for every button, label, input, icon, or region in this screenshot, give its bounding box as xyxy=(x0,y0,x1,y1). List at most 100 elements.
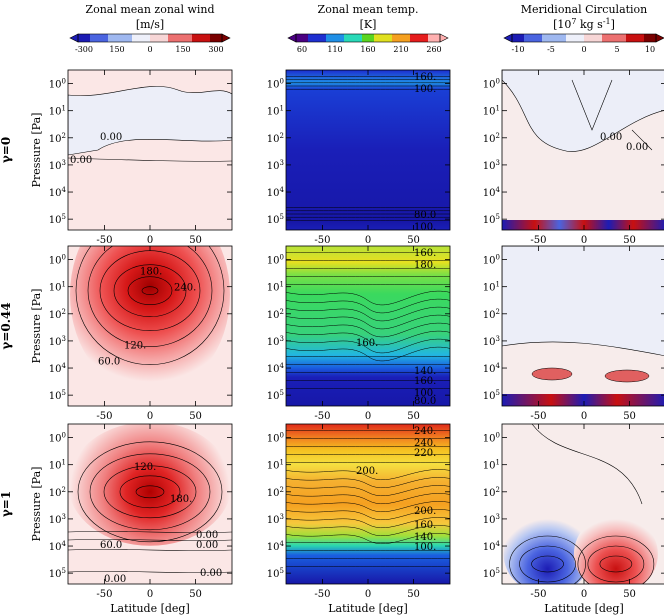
panel-plot-area: 160.180.160.140.160.100.80.0 xyxy=(286,246,450,407)
x-tick-label: -50 xyxy=(314,589,330,600)
colorbar-cell xyxy=(554,34,561,42)
y-tick-label: 101 xyxy=(483,281,500,294)
title-wind: Zonal mean zonal wind xyxy=(85,3,214,16)
contour-line xyxy=(286,525,450,537)
y-tick-label: 105 xyxy=(267,213,284,226)
colorbar-cell xyxy=(126,34,133,42)
x-tick-label: -50 xyxy=(314,235,330,246)
y-tick-label: 105 xyxy=(49,213,66,226)
x-tick-label: 0 xyxy=(147,589,153,600)
y-tick-label: 102 xyxy=(483,132,500,145)
contour-line xyxy=(113,264,187,317)
y-tick-label: 101 xyxy=(49,281,66,294)
contour-line xyxy=(286,485,450,497)
contour-label: 240. xyxy=(174,283,196,294)
x-tick-label: -50 xyxy=(96,411,112,422)
contour-line xyxy=(286,469,450,481)
cell-positive xyxy=(531,367,573,381)
x-tick-label: 50 xyxy=(623,411,636,422)
contour-line xyxy=(571,79,653,151)
colorbar-cell xyxy=(596,34,603,42)
x-tick-label: -50 xyxy=(96,589,112,600)
contour-label: 60.0 xyxy=(98,357,120,368)
y-tick-label: 103 xyxy=(483,513,500,526)
colorbar-cell xyxy=(362,34,369,42)
colorbar-cell xyxy=(314,34,321,42)
y-tick-label: 100 xyxy=(483,78,500,91)
contour-line xyxy=(531,555,564,573)
y-tick-label: 104 xyxy=(49,362,67,375)
colorbar-frame xyxy=(77,33,223,43)
colorbar-cell xyxy=(548,34,555,42)
colorbar-cell xyxy=(338,34,345,42)
contour-line xyxy=(75,246,225,365)
colorbar-cell xyxy=(608,34,615,42)
colorbar-cell xyxy=(90,34,97,42)
colorbar-cell xyxy=(392,34,399,42)
colorbar-cell xyxy=(344,34,351,42)
contour-label: 0.00 xyxy=(100,132,122,143)
x-tick-label: 0 xyxy=(147,411,153,422)
y-tick-label: 102 xyxy=(483,308,500,321)
x-tick-label: 0 xyxy=(581,235,587,246)
surface-cells xyxy=(502,394,664,406)
contour-line xyxy=(68,539,232,541)
wind-negative-region xyxy=(68,86,232,156)
contour-line xyxy=(531,424,643,505)
x-tick-label: 50 xyxy=(407,411,420,422)
contour-label: 80.0 xyxy=(414,396,436,407)
y-tick-label: 105 xyxy=(483,213,500,226)
x-tick-label: -50 xyxy=(314,411,330,422)
panel-plot-area: 0.00 0.00 xyxy=(502,70,664,230)
panel-plot-area: 180. 240. 120. 60.0 xyxy=(68,246,232,406)
y-tick-label: 105 xyxy=(267,389,284,402)
colorbar-cell xyxy=(150,34,157,42)
temp-field xyxy=(286,246,450,406)
contour-line xyxy=(286,517,450,529)
contour-line xyxy=(286,298,450,314)
cell-positive xyxy=(604,369,650,383)
contour-line xyxy=(286,314,450,330)
y-tick-label: 103 xyxy=(267,513,284,526)
colorbar-tick: 300 xyxy=(208,45,223,54)
title-circ: Meridional Circulation xyxy=(521,3,648,16)
x-tick-label: 50 xyxy=(623,235,636,246)
colorbar-cell xyxy=(536,34,543,42)
y-tick-label: 102 xyxy=(267,308,284,321)
contour-label: 220. xyxy=(414,448,436,459)
row-label: γ=0 xyxy=(0,137,13,163)
panel-plot-area: 240.240.220.200.200.160.140.100. xyxy=(286,424,450,584)
contour-line xyxy=(286,533,450,545)
x-tick-label: 50 xyxy=(189,411,202,422)
contour-label: 0.00 xyxy=(104,574,126,585)
contour-label: 0.00 xyxy=(196,540,218,551)
units-wind: [m/s] xyxy=(136,18,164,31)
colorbar-cell xyxy=(512,34,519,42)
colorbar-cell xyxy=(96,34,103,42)
colorbar-cell xyxy=(114,34,121,42)
contour-label: 0.00 xyxy=(200,568,222,579)
contour-label: 180. xyxy=(140,267,162,278)
y-tick-label: 100 xyxy=(267,432,284,445)
colorbar-tick: 160 xyxy=(360,45,375,54)
cell-negative xyxy=(503,514,592,584)
colorbar-tick: -300 xyxy=(75,45,93,54)
y-tick-label: 102 xyxy=(49,132,66,145)
colorbar-cell xyxy=(650,34,657,42)
x-tick-label: -50 xyxy=(530,589,546,600)
colorbar-extend-high xyxy=(655,33,664,43)
colorbar-cell xyxy=(632,34,639,42)
contour-line xyxy=(68,571,232,573)
colorbar-cell xyxy=(620,34,627,42)
colorbar-circ: -10 -5 0 5 10 xyxy=(503,33,664,54)
y-tick-label: 102 xyxy=(483,486,500,499)
colorbar-cell xyxy=(374,34,381,42)
x-tick-label: 0 xyxy=(581,411,587,422)
row-label: γ=1 xyxy=(0,491,13,517)
contour-label: 240. xyxy=(414,438,436,449)
y-axis-label: Pressure [Pa] xyxy=(30,289,43,364)
panel-wind-0: 0.00 0.00 100 101 102 103 104 105 -50 0 50 xyxy=(49,69,233,246)
colorbar-extend-low xyxy=(69,33,79,43)
colorbar-cell xyxy=(602,34,609,42)
contour-label: 0.00 xyxy=(626,142,648,153)
